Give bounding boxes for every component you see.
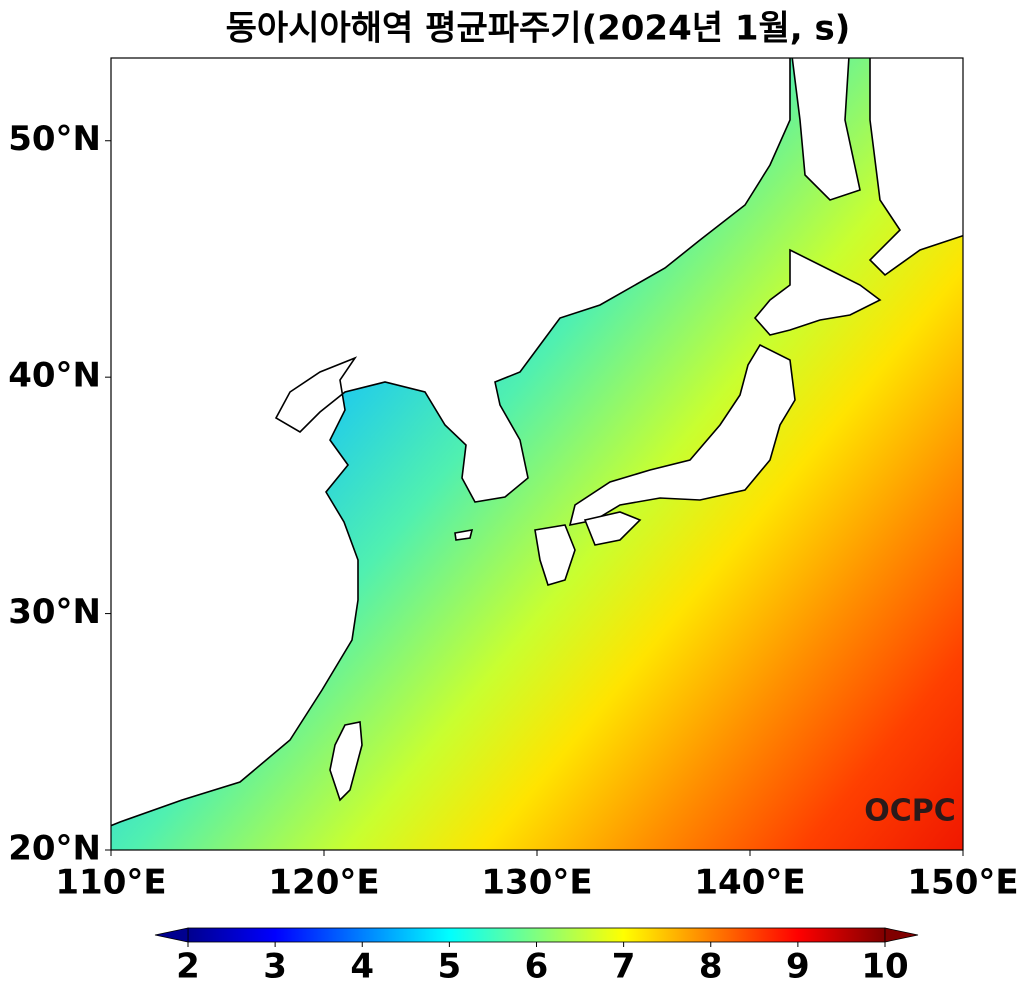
- colorbar-tick-label: 10: [861, 947, 908, 987]
- colorbar-tick-label: 9: [786, 947, 810, 987]
- x-tick-label: 110°E: [55, 863, 166, 903]
- colorbar-tick-label: 8: [699, 947, 723, 987]
- hokkaido: [753, 248, 882, 336]
- colorbar-tick-label: 4: [350, 947, 374, 987]
- kyushu: [534, 524, 576, 586]
- logo: OCPC: [864, 794, 956, 829]
- x-tick-label: 120°E: [268, 863, 379, 903]
- shikoku: [583, 511, 642, 546]
- y-tick-label: 30°N: [8, 592, 101, 632]
- colorbar-tick-label: 7: [612, 947, 636, 987]
- taiwan: [329, 721, 363, 802]
- colorbar-tick-label: 6: [525, 947, 549, 987]
- x-tick-label: 140°E: [694, 863, 805, 903]
- map-area: [111, 58, 963, 850]
- kamchatka-kurils: [868, 58, 963, 277]
- colorbar-tick-label: 5: [438, 947, 462, 987]
- colorbar-tick-label: 2: [176, 947, 200, 987]
- y-tick-label: 20°N: [8, 829, 101, 869]
- map-title: 동아시아해역 평균파주기(2024년 1월, s): [226, 9, 851, 49]
- y-tick-label: 40°N: [8, 356, 101, 396]
- colorbar-tick-label: 3: [263, 947, 287, 987]
- jeju: [454, 528, 474, 541]
- y-tick-label: 50°N: [8, 119, 101, 159]
- colorbar-extend-max: [884, 927, 919, 943]
- sakhalin: [791, 58, 861, 201]
- x-tick-label: 130°E: [481, 863, 592, 903]
- colorbar-extend-min: [154, 927, 189, 943]
- colorbar: [187, 927, 886, 943]
- x-tick-label: 150°E: [907, 863, 1018, 903]
- mainland: [111, 58, 791, 827]
